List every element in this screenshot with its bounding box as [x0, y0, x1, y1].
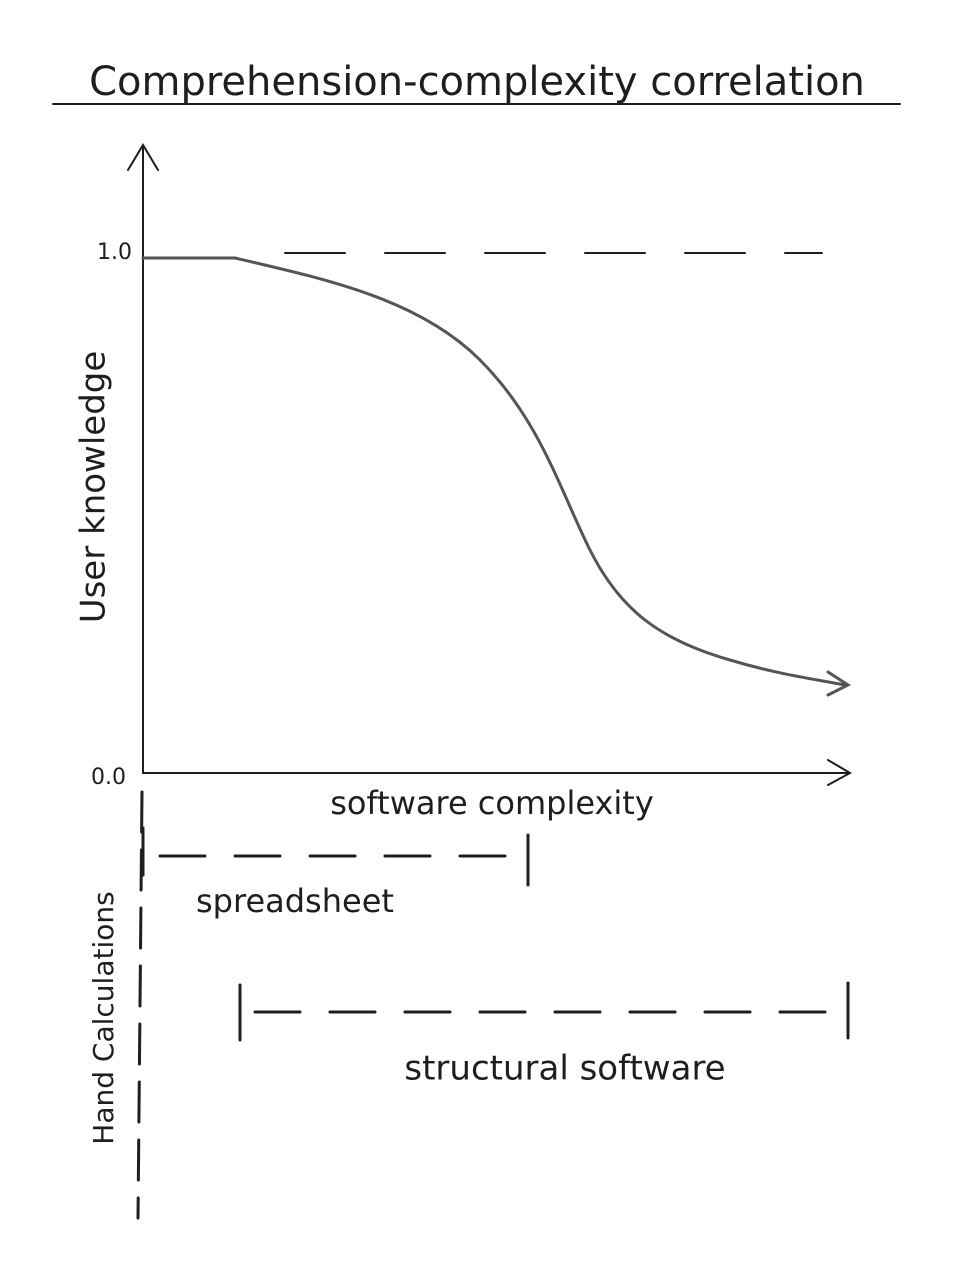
x-axis — [142, 759, 853, 786]
y-axis — [127, 143, 159, 774]
y-axis-label: User knowledge — [74, 351, 114, 624]
knowledge-curve — [141, 256, 852, 697]
x-axis-label: software complexity — [330, 784, 654, 822]
y-tick-label: 1.0 — [97, 240, 132, 265]
range-label: spreadsheet — [196, 882, 394, 920]
y-tick-label: 0.0 — [91, 765, 126, 790]
range-label: Hand Calculations — [87, 891, 120, 1144]
hand-calc-range — [136, 790, 144, 1220]
title: Comprehension-complexity correlation — [89, 59, 865, 105]
range-label: structural software — [404, 1049, 725, 1089]
